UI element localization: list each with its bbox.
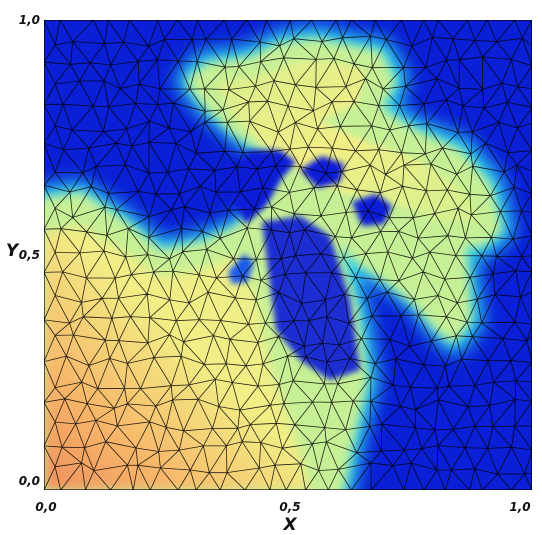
y-tick-label-2: 0,0 — [19, 474, 40, 488]
field-holes — [226, 150, 392, 380]
field-arm-ridge — [215, 60, 478, 222]
mesh-edges — [44, 20, 532, 490]
x-tick-label-0: 0,0 — [35, 500, 56, 514]
triangle-mesh — [44, 20, 532, 490]
y-tick-label-1: 0,5 — [19, 248, 40, 262]
x-tick-label-2: 1,0 — [509, 500, 530, 514]
x-tick-label-1: 0,5 — [279, 500, 300, 514]
field-plot-area — [44, 20, 532, 490]
y-axis-label: Y — [6, 241, 20, 261]
y-tick-label-0: 1,0 — [19, 13, 40, 27]
x-axis-label: X — [282, 515, 297, 535]
